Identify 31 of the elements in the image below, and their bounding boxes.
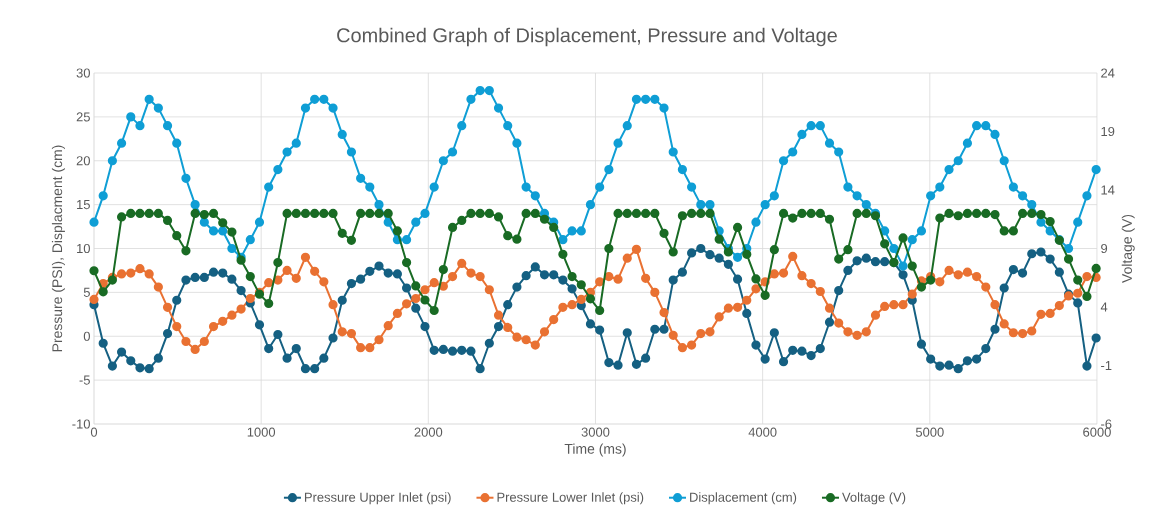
x-tick-label: 0	[90, 427, 98, 437]
y-tick-label: 25	[76, 112, 90, 122]
legend-label: Pressure Lower Inlet (psi)	[497, 492, 644, 505]
y2-tick-label: 4	[1100, 302, 1108, 312]
y2-tick-label: -1	[1101, 361, 1112, 370]
legend-label: Voltage (V)	[842, 492, 906, 505]
chart-title: Combined Graph of Displacement, Pressure and Voltage	[337, 27, 837, 47]
y2-tick-label: 9	[1101, 243, 1108, 254]
x-tick-label: 6000	[1083, 427, 1111, 437]
x-tick-label: 1000	[247, 427, 276, 437]
y-tick-label: 10	[77, 243, 90, 254]
y2-axis-title: Voltage (V)	[1121, 214, 1135, 283]
y-axis-title: Pressure (PSI), Displacment (cm)	[51, 145, 65, 352]
legend-label: Pressure Upper Inlet (psi)	[304, 492, 451, 505]
y-tick-label: 30	[76, 68, 90, 78]
y-tick-label: 15	[77, 200, 90, 210]
x-axis-title: Time (ms)	[564, 443, 626, 457]
y2-tick-label: 14	[1101, 185, 1115, 195]
y-tick-label: -5	[79, 375, 90, 385]
legend-label: Displacement (cm)	[690, 492, 797, 505]
y-tick-label: 5	[83, 287, 90, 297]
y2-tick-label: 24	[1101, 68, 1115, 78]
y2-tick-label: 19	[1101, 126, 1115, 137]
x-tick-label: 2000	[414, 427, 443, 437]
x-tick-label: 4000	[748, 427, 777, 437]
x-tick-label: 3000	[581, 427, 610, 437]
y2-tick-label: -6	[1101, 419, 1112, 429]
y-tick-label: -10	[72, 419, 90, 429]
y-tick-label: 0	[83, 331, 90, 341]
y-tick-label: 20	[76, 156, 90, 166]
x-tick-label: 5000	[915, 427, 944, 437]
